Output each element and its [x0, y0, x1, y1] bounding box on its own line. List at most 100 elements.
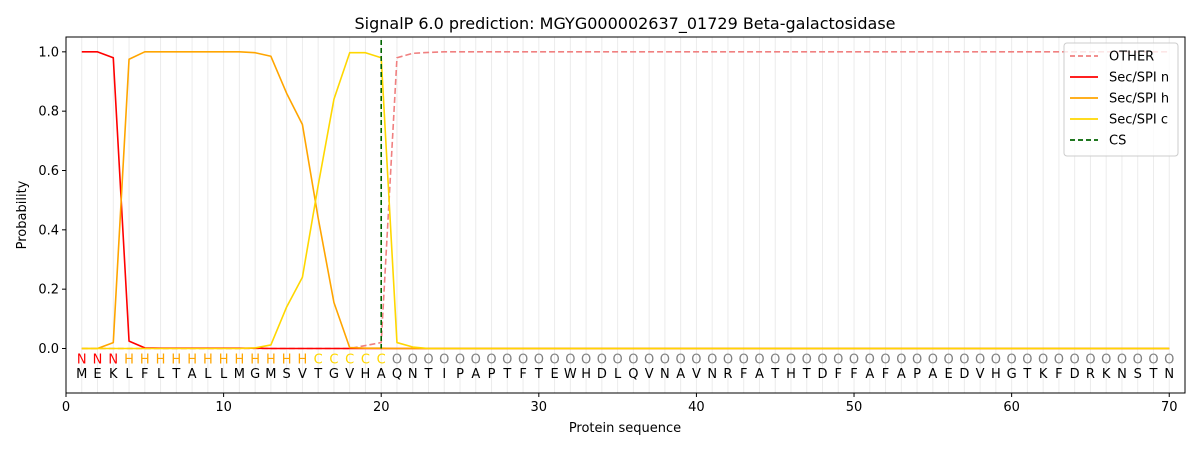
residue-label: L [125, 367, 133, 382]
region-label: O [817, 352, 827, 367]
region-label: H [203, 352, 213, 367]
region-label: O [423, 352, 433, 367]
residue-label: L [614, 367, 622, 382]
residue-label: H [361, 367, 371, 382]
residue-label: T [802, 367, 811, 382]
residue-label: F [850, 367, 857, 382]
region-label: O [628, 352, 638, 367]
residue-label: P [488, 367, 496, 382]
legend-label: Sec/SPI n [1109, 71, 1169, 86]
residue-label: A [676, 367, 685, 382]
residue-label: H [786, 367, 796, 382]
residue-label: T [1022, 367, 1031, 382]
region-label: O [770, 352, 780, 367]
region-label: O [691, 352, 701, 367]
residue-label: H [991, 367, 1001, 382]
x-axis-title: Protein sequence [569, 421, 681, 436]
legend-label: Sec/SPI h [1109, 92, 1169, 107]
plot-frame [65, 36, 1186, 394]
residue-label: E [550, 367, 558, 382]
region-label: O [849, 352, 859, 367]
residue-label: S [1134, 367, 1142, 382]
region-label: O [896, 352, 906, 367]
region-label: H [298, 352, 308, 367]
residue-label: F [1055, 367, 1062, 382]
residue-label: L [220, 367, 228, 382]
residue-label: G [250, 367, 260, 382]
region-label: C [314, 352, 323, 367]
residue-label: F [141, 367, 148, 382]
region-label: O [676, 352, 686, 367]
residue-label: L [157, 367, 165, 382]
residue-label: M [234, 367, 245, 382]
grid-lines [81, 37, 1170, 393]
region-label: O [1133, 352, 1143, 367]
residue-label: Q [392, 367, 402, 382]
residue-label: H [581, 367, 591, 382]
region-label: C [329, 352, 338, 367]
residue-label: N [1117, 367, 1127, 382]
region-label: O [1070, 352, 1080, 367]
residue-label: D [817, 367, 827, 382]
residue-label: A [897, 367, 906, 382]
x-tick-label: 70 [1161, 400, 1178, 415]
region-label: O [502, 352, 512, 367]
residue-label: A [755, 367, 764, 382]
region-label: O [943, 352, 953, 367]
series-lines [81, 40, 1170, 350]
region-label: H [171, 352, 181, 367]
region-label: O [408, 352, 418, 367]
region-label: O [786, 352, 796, 367]
legend-label: Sec/SPI c [1109, 113, 1168, 128]
region-label: O [865, 352, 875, 367]
residue-label: T [171, 367, 180, 382]
residue-label: F [882, 367, 889, 382]
residue-label: T [770, 367, 779, 382]
region-label: O [1007, 352, 1017, 367]
region-label: O [1054, 352, 1064, 367]
residue-label: K [1102, 367, 1111, 382]
region-label: O [1117, 352, 1127, 367]
y-tick-label: 0.2 [38, 283, 59, 298]
residue-label: Q [628, 367, 638, 382]
chart-title: SignalP 6.0 prediction: MGYG000002637_01… [354, 14, 895, 34]
y-tick-label: 1.0 [38, 45, 59, 60]
residue-label: V [298, 367, 307, 382]
x-tick-label: 40 [688, 400, 705, 415]
x-tick-label: 10 [215, 400, 232, 415]
region-label: O [1022, 352, 1032, 367]
legend: OTHER Sec/SPI n Sec/SPI h Sec/SPI c CS [1063, 42, 1179, 157]
region-label: O [581, 352, 591, 367]
residue-label: V [976, 367, 985, 382]
region-label: C [345, 352, 354, 367]
residue-label: W [564, 367, 577, 382]
y-tick-label: 0.8 [38, 105, 59, 120]
region-label: H [250, 352, 260, 367]
region-label: H [140, 352, 150, 367]
residue-label: A [188, 367, 197, 382]
residue-label: M [76, 367, 87, 382]
region-label: O [597, 352, 607, 367]
region-label: O [534, 352, 544, 367]
region-label: O [439, 352, 449, 367]
region-label: O [660, 352, 670, 367]
residue-label: R [723, 367, 732, 382]
y-tick-label: 0.6 [38, 164, 59, 179]
y-tick-label: 0.4 [38, 223, 59, 238]
residue-label: D [1070, 367, 1080, 382]
residue-label: A [865, 367, 874, 382]
region-label: N [108, 352, 118, 367]
region-label: O [644, 352, 654, 367]
residue-label: T [313, 367, 322, 382]
residue-label: G [329, 367, 339, 382]
region-label: O [549, 352, 559, 367]
region-label: N [93, 352, 103, 367]
residue-label: K [109, 367, 118, 382]
series-line-sec-spi-c [81, 51, 1170, 350]
region-label: O [739, 352, 749, 367]
residue-label: A [471, 367, 480, 382]
region-label: H [219, 352, 229, 367]
region-label: N [77, 352, 87, 367]
residue-label: F [835, 367, 842, 382]
residue-label: T [502, 367, 511, 382]
